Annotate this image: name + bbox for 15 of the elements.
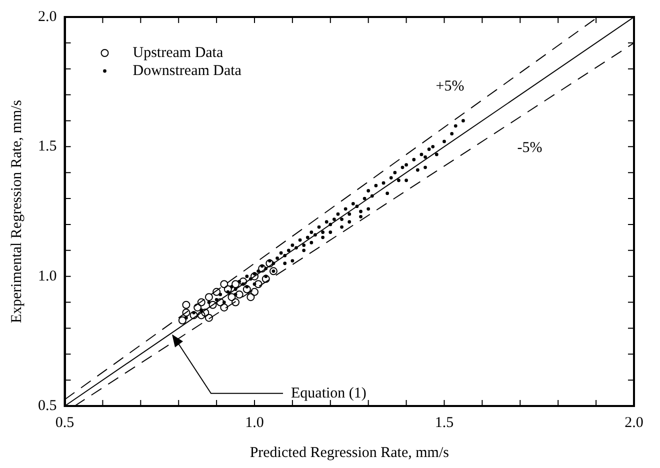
y-tick-label: 0.5: [38, 398, 57, 414]
x-tick-label: 0.5: [55, 414, 74, 431]
annotation: +5%: [436, 78, 464, 95]
annotation: -5%: [517, 140, 542, 156]
legend-label: Downstream Data: [132, 62, 242, 79]
x-tick-label: 1.0: [245, 414, 264, 431]
y-tick-label: 1.5: [38, 138, 57, 155]
y-tick-label: 1.0: [38, 268, 57, 284]
x-tick-label: 1.5: [434, 414, 454, 431]
y-tick-label: 2.0: [38, 8, 57, 25]
x-axis-title: Predicted Regression Rate, mm/s: [250, 444, 450, 461]
y-axis-title: Experimental Regression Rate, mm/s: [8, 100, 25, 324]
x-tick-label: 2.0: [624, 414, 644, 431]
legend-label: Upstream Data: [132, 44, 224, 61]
annotation: Equation (1): [291, 385, 366, 402]
